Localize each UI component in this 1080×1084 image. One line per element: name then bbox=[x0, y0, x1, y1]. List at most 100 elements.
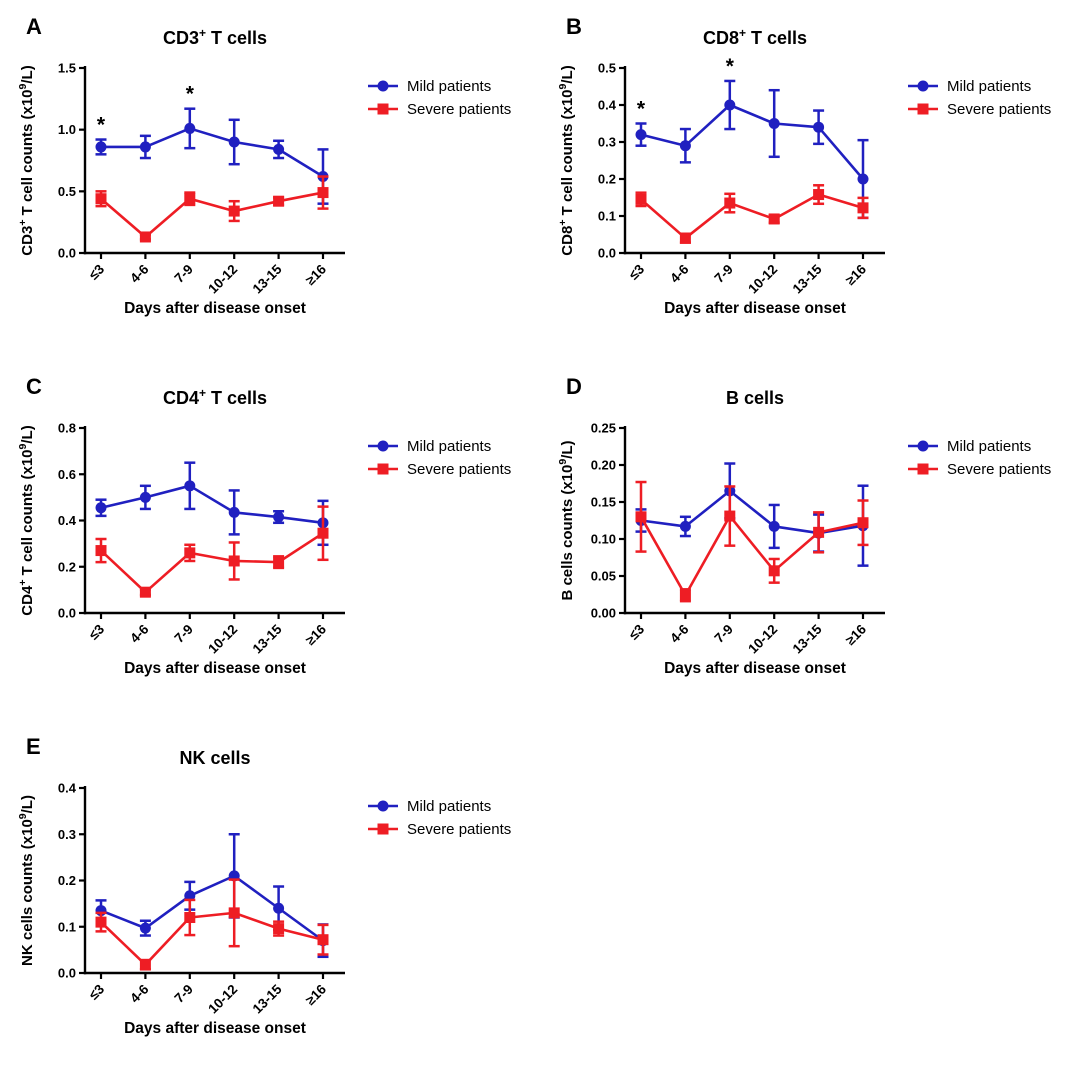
x-tick-label: 4-6 bbox=[127, 261, 152, 286]
data-point-marker bbox=[273, 556, 285, 568]
legend-label: Mild patients bbox=[947, 78, 1031, 95]
x-axis-label: Days after disease onset bbox=[124, 660, 306, 677]
chart-title: CD3+ T cells bbox=[163, 26, 267, 48]
x-tick-label: 7-9 bbox=[172, 622, 196, 646]
x-tick-label: 13-15 bbox=[250, 261, 285, 296]
y-tick-label: 0.20 bbox=[591, 458, 616, 473]
x-tick-label: 10-12 bbox=[745, 622, 780, 657]
data-point-marker bbox=[139, 231, 151, 243]
y-axis-label: B cells counts (x109/L) bbox=[557, 440, 576, 600]
x-tick-label: ≤3 bbox=[86, 261, 108, 283]
x-tick-label: 4-6 bbox=[127, 981, 152, 1006]
y-tick-label: 0.10 bbox=[591, 532, 616, 547]
data-point-marker bbox=[813, 189, 825, 201]
panel-label: B bbox=[566, 14, 582, 39]
legend-marker-circle bbox=[377, 440, 389, 452]
data-point-marker bbox=[184, 890, 196, 902]
legend-label: Severe patients bbox=[947, 101, 1051, 118]
legend-marker-square bbox=[377, 103, 389, 115]
y-axis-label: CD4+ T cell counts (x109/L) bbox=[17, 425, 36, 615]
series-line bbox=[640, 103, 864, 180]
x-tick-label: 4-6 bbox=[127, 621, 152, 646]
data-point-marker bbox=[724, 510, 736, 522]
data-point-marker bbox=[857, 173, 869, 185]
legend-label: Mild patients bbox=[947, 438, 1031, 455]
data-point-marker bbox=[95, 141, 107, 153]
series-severe-patients bbox=[635, 480, 869, 603]
x-tick-label: ≥16 bbox=[303, 261, 330, 288]
y-tick-label: 0.0 bbox=[58, 966, 76, 981]
y-axis-label: CD8+ T cell counts (x109/L) bbox=[557, 65, 576, 255]
legend-label: Severe patients bbox=[407, 821, 511, 838]
series-mild-patients bbox=[95, 833, 329, 959]
data-point-marker bbox=[273, 902, 285, 914]
data-point-marker bbox=[184, 547, 196, 559]
y-tick-label: 0.2 bbox=[58, 559, 76, 574]
series-line bbox=[640, 193, 864, 240]
x-axis-label: Days after disease onset bbox=[664, 300, 846, 317]
legend: Mild patients Severe patients bbox=[368, 78, 511, 118]
significance-asterisk: * bbox=[637, 98, 646, 121]
panel-label: C bbox=[26, 374, 42, 399]
x-tick-label: 7-9 bbox=[712, 622, 736, 646]
y-tick-label: 0.4 bbox=[58, 513, 77, 528]
series-severe-patients bbox=[95, 175, 329, 243]
data-point-marker bbox=[184, 480, 196, 492]
data-point-marker bbox=[635, 129, 647, 141]
x-tick-label: ≥16 bbox=[303, 981, 330, 1008]
x-tick-label: ≥16 bbox=[303, 621, 330, 648]
chart-svg-panel-d: D B cells 0.00 0.05 0.10 0.15 0.20 0.25 ≤3 4-6 7-9… bbox=[557, 374, 1051, 677]
y-axis-label: CD3+ T cell counts (x109/L) bbox=[17, 65, 36, 255]
x-tick-label: ≤3 bbox=[86, 981, 108, 1003]
data-point-marker bbox=[317, 187, 329, 199]
data-point-marker bbox=[724, 197, 736, 209]
x-tick-label: ≤3 bbox=[626, 621, 648, 643]
legend-label: Severe patients bbox=[947, 461, 1051, 478]
y-tick-label: 0.5 bbox=[58, 184, 76, 199]
data-point-marker bbox=[139, 959, 151, 971]
x-tick-label: 13-15 bbox=[250, 621, 285, 656]
data-point-marker bbox=[317, 934, 329, 946]
data-point-marker bbox=[184, 193, 196, 205]
y-tick-label: 1.5 bbox=[58, 61, 76, 76]
legend-marker-square bbox=[917, 103, 929, 115]
panel-d-b-cells: D B cells 0.00 0.05 0.10 0.15 0.20 0.25 ≤3 4-6 7-9… bbox=[540, 360, 1080, 720]
data-point-marker bbox=[768, 565, 780, 577]
data-point-marker bbox=[768, 520, 780, 532]
legend-marker-circle bbox=[917, 80, 929, 92]
y-tick-label: 0.2 bbox=[598, 172, 616, 187]
y-tick-label: 0.00 bbox=[591, 606, 616, 621]
data-point-marker bbox=[139, 491, 151, 503]
data-point-marker bbox=[228, 136, 240, 148]
legend-label: Severe patients bbox=[407, 101, 511, 118]
series-severe-patients bbox=[635, 184, 869, 244]
data-point-marker bbox=[679, 589, 691, 601]
legend-label: Mild patients bbox=[407, 798, 491, 815]
panel-e-nk-cells: E NK cells 0.0 0.1 0.2 0.3 0.4 ≤3 4-6 7-9 10-12 13-… bbox=[0, 720, 540, 1080]
data-point-marker bbox=[95, 916, 107, 928]
y-tick-label: 0.6 bbox=[58, 467, 76, 482]
data-point-marker bbox=[813, 121, 825, 133]
y-tick-label: 1.0 bbox=[58, 122, 76, 137]
chart-svg-panel-e: E NK cells 0.0 0.1 0.2 0.3 0.4 ≤3 4-6 7-9 10-12 13-… bbox=[17, 734, 511, 1037]
series-line bbox=[100, 191, 324, 239]
x-tick-label: ≤3 bbox=[86, 621, 108, 643]
panel-c-cd4-t-cells: C CD4+ T cells 0.0 0.2 0.4 0.6 0.8 ≤3 4-6 7-9 10-1… bbox=[0, 360, 540, 720]
legend-marker-square bbox=[917, 463, 929, 475]
x-tick-label: ≥16 bbox=[843, 261, 870, 288]
data-point-marker bbox=[317, 527, 329, 539]
series-severe-patients bbox=[95, 878, 329, 971]
panel-label: A bbox=[26, 14, 42, 39]
data-point-marker bbox=[228, 205, 240, 217]
data-point-marker bbox=[813, 526, 825, 538]
panel-b-cd8-t-cells: B CD8+ T cells 0.0 0.1 0.2 0.3 0.4 0.5 ≤3 4-6 7-9 1… bbox=[540, 0, 1080, 360]
legend-marker-square bbox=[377, 463, 389, 475]
series-mild-patients bbox=[635, 462, 869, 567]
data-point-marker bbox=[273, 195, 285, 207]
data-point-marker bbox=[273, 143, 285, 155]
legend-marker-circle bbox=[917, 440, 929, 452]
x-tick-label: 10-12 bbox=[205, 262, 240, 297]
x-tick-label: 7-9 bbox=[172, 262, 196, 286]
x-tick-label: 4-6 bbox=[667, 621, 692, 646]
